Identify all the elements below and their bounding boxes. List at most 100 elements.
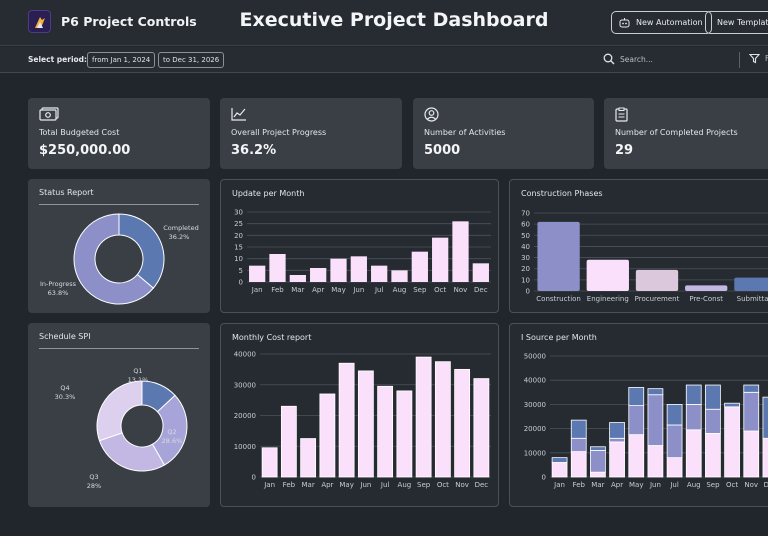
y-tick-label: 15 [234, 244, 243, 252]
crane-icon [35, 17, 45, 28]
bar [261, 447, 278, 478]
date-to-picker[interactable]: to Dec 31, 2026 [158, 52, 225, 68]
bar [391, 270, 408, 282]
kpi-value: $250,000.00 [39, 143, 131, 158]
x-tick-label: Sep [706, 481, 720, 489]
donut-slice [73, 213, 155, 305]
bar [537, 221, 580, 291]
slice-value: 30.3% [55, 393, 76, 401]
x-tick-label: Mar [291, 286, 304, 294]
kpi-value: 5000 [424, 143, 461, 158]
bar [743, 391, 760, 432]
app-name: P6 Project Controls [61, 14, 197, 29]
x-tick-label: Submittals [737, 295, 768, 303]
construction-phases-chart: 0 10 20 30 40 50 60 70 Construction Engineering Pr… [521, 210, 768, 303]
slice-value: 63.8% [48, 289, 69, 297]
y-tick-label: 20000 [524, 425, 546, 433]
bar [432, 237, 449, 282]
bar [454, 368, 471, 478]
kpi-label: Total Budgeted Cost [39, 128, 120, 137]
bar [647, 394, 664, 446]
filter-button[interactable]: Fi [749, 53, 768, 64]
slice-label: Q3 [89, 473, 98, 481]
bar [685, 285, 728, 291]
x-tick-label: Nov [454, 286, 468, 294]
clipboard-icon [615, 107, 628, 122]
y-tick-label: 50 [521, 232, 530, 240]
card-title: Schedule SPI [39, 332, 91, 341]
y-tick-label: 25 [234, 220, 243, 228]
app-logo[interactable] [28, 10, 51, 33]
kpi-number-of-activities: Number of Activities 5000 [413, 98, 594, 169]
kpi-label: Number of Completed Projects [615, 128, 738, 137]
bar [411, 251, 428, 282]
x-tick-label: Dec [764, 481, 768, 489]
new-automation-button[interactable]: New Automation [611, 11, 712, 34]
update-per-month-chart: 0 5 10 15 20 25 30 Jan Feb Mar Apr May Jun Jul Aug Sep O… [234, 209, 491, 294]
y-tick-label: 60 [521, 221, 530, 229]
bar [685, 384, 702, 405]
slice-label: In-Progress [40, 280, 77, 288]
new-template-button[interactable]: New Template [705, 11, 768, 34]
slice-label: Q4 [60, 384, 69, 392]
slice-value: 28.6% [162, 437, 183, 445]
bar [705, 384, 721, 410]
x-tick-label: Apr [312, 286, 324, 294]
kpi-label: Number of Activities [424, 128, 506, 137]
x-tick-label: Apr [321, 481, 333, 489]
x-tick-label: Aug [393, 286, 407, 294]
y-tick-label: 0 [542, 474, 546, 482]
x-tick-label: Nov [455, 481, 469, 489]
y-tick-label: 30000 [234, 381, 256, 389]
divider [39, 204, 199, 205]
y-tick-label: 10000 [234, 443, 256, 451]
bar [609, 437, 625, 443]
y-tick-label: 5 [239, 267, 243, 275]
money-icon [39, 107, 59, 121]
card-title: Update per Month [232, 189, 305, 198]
bar [371, 265, 388, 282]
filter-label: Fi [765, 54, 768, 63]
bar [628, 405, 645, 436]
bar [269, 254, 286, 282]
x-tick-label: Jan [263, 481, 275, 489]
bar [249, 265, 266, 282]
kpi-completed-projects: Number of Completed Projects 29 [604, 98, 768, 169]
y-tick-label: 0 [252, 474, 256, 482]
bar [338, 362, 355, 478]
status-report-chart: Completed 36.2% In-Progress 63.8% [40, 213, 199, 305]
bar [609, 441, 625, 478]
x-tick-label: Sep [413, 286, 427, 294]
bar [724, 402, 740, 408]
slice-value: 36.2% [169, 233, 190, 241]
bar [666, 424, 683, 459]
update-per-month-card: Update per Month 0 5 10 15 20 25 30 Jan Feb Mar Ap… [220, 179, 499, 313]
bar [647, 388, 664, 396]
status-report-card: Status Report Completed 36.2% In-Progres… [28, 179, 210, 313]
card-title: Status Report [39, 188, 94, 197]
bar [551, 457, 568, 463]
x-tick-label: Engineering [587, 295, 629, 303]
bar [609, 422, 625, 439]
source-per-month-chart: 0 10000 20000 30000 40000 50000 Jan Feb Mar Apr Ma… [524, 353, 768, 489]
bar [666, 457, 683, 478]
bar [628, 434, 645, 478]
x-tick-label: Sep [417, 481, 431, 489]
x-tick-label: Pre-Const [689, 295, 723, 303]
bar [590, 471, 606, 478]
bar [628, 387, 645, 407]
x-tick-label: Construction [536, 295, 581, 303]
bar [685, 429, 702, 478]
search-placeholder: Search... [620, 54, 653, 64]
y-tick-label: 40000 [234, 351, 256, 359]
card-title: Construction Phases [521, 189, 603, 198]
x-tick-label: Jun [352, 286, 364, 294]
date-from-picker[interactable]: from Jan 1, 2024 [87, 52, 156, 68]
x-tick-label: Dec [474, 286, 488, 294]
x-tick-label: Feb [573, 481, 586, 489]
slice-value: 28% [87, 482, 101, 490]
bar [570, 437, 587, 452]
search-box[interactable]: Search... [603, 53, 653, 65]
x-tick-label: Feb [283, 481, 296, 489]
bar [635, 269, 679, 291]
